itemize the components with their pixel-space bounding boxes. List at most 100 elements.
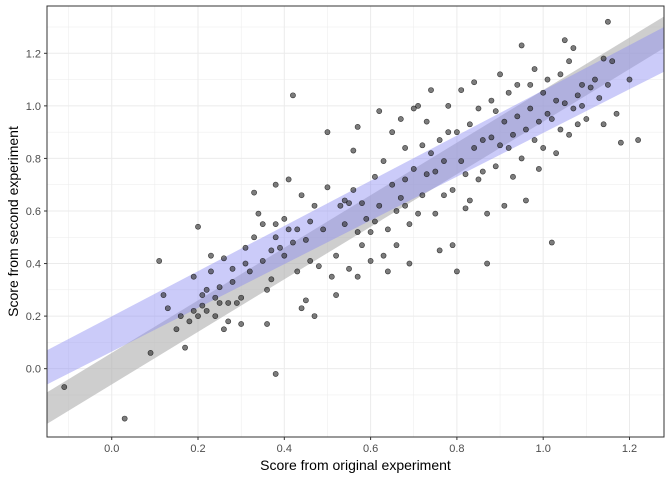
data-point: [471, 79, 478, 86]
data-point: [540, 89, 547, 96]
y-tick-label: 0.2: [26, 311, 41, 323]
data-point: [341, 221, 348, 228]
data-point: [164, 305, 171, 312]
data-point: [600, 55, 607, 62]
data-point: [190, 307, 197, 314]
data-point: [372, 218, 378, 225]
data-point: [397, 116, 404, 122]
data-point: [195, 313, 201, 320]
y-axis-ticks: 0.0 0.2 0.4 0.6 0.8 1.0 1.2: [26, 48, 47, 376]
data-point: [453, 268, 460, 275]
data-point: [462, 171, 469, 178]
data-point: [311, 313, 318, 320]
data-point: [354, 273, 361, 280]
data-point: [242, 260, 249, 267]
data-point: [242, 244, 249, 251]
x-tick-label: 1.0: [536, 443, 551, 455]
data-point: [346, 265, 352, 272]
data-point: [238, 294, 245, 301]
data-point: [432, 210, 439, 217]
data-point: [268, 276, 275, 283]
data-point: [570, 105, 577, 112]
data-point: [281, 215, 288, 222]
data-point: [367, 229, 374, 235]
data-point: [415, 210, 421, 217]
data-point: [605, 81, 611, 88]
data-point: [449, 187, 456, 193]
data-point: [393, 242, 400, 249]
data-point: [635, 137, 642, 143]
data-point: [203, 307, 210, 314]
data-point: [531, 137, 538, 143]
data-point: [354, 123, 361, 130]
data-point: [389, 181, 396, 188]
data-point: [462, 205, 469, 212]
data-point: [535, 166, 542, 172]
data-point: [514, 81, 521, 88]
data-point: [367, 258, 374, 264]
data-point: [497, 71, 503, 78]
data-point: [428, 150, 434, 157]
data-point: [182, 344, 188, 351]
data-point: [518, 42, 525, 49]
data-point: [359, 200, 365, 207]
data-point: [195, 223, 201, 230]
data-point: [548, 239, 555, 246]
data-point: [600, 121, 607, 128]
data-point: [285, 176, 292, 183]
data-point: [290, 92, 296, 99]
data-point: [376, 108, 383, 115]
data-point: [557, 71, 564, 78]
data-point: [579, 102, 585, 109]
data-point: [259, 258, 266, 264]
data-point: [475, 105, 482, 112]
data-point: [264, 286, 270, 293]
data-point: [544, 76, 551, 83]
x-axis-ticks: 0.0 0.2 0.4 0.6 0.8 1.0 1.2: [104, 437, 637, 455]
data-point: [453, 129, 460, 136]
data-point: [156, 258, 163, 264]
data-point: [212, 294, 219, 301]
data-point: [570, 45, 577, 51]
panel-border: [46, 5, 665, 438]
data-point: [233, 300, 240, 306]
x-axis-title: Score from original experiment: [260, 457, 451, 473]
data-point: [458, 158, 465, 164]
data-point: [510, 131, 516, 138]
data-point: [579, 81, 585, 88]
data-point: [294, 268, 301, 275]
data-point: [488, 97, 495, 104]
y-axis-title: Score from second experiment: [5, 126, 21, 317]
data-point: [402, 145, 409, 151]
y-tick-label: 0.8: [26, 153, 41, 165]
data-point: [428, 87, 434, 93]
data-point: [479, 137, 486, 143]
data-point: [419, 142, 426, 149]
data-point: [466, 197, 473, 204]
data-point: [548, 116, 555, 122]
data-point: [497, 142, 503, 149]
data-point: [505, 145, 512, 151]
data-point: [341, 197, 348, 204]
x-tick-label: 0.8: [449, 443, 464, 455]
identity-band: [47, 16, 664, 424]
data-point: [527, 81, 534, 88]
data-point: [544, 110, 551, 117]
data-point: [471, 145, 478, 151]
data-point: [479, 168, 486, 175]
data-point: [277, 244, 283, 251]
data-point: [518, 155, 525, 162]
x-tick-label: 0.2: [190, 443, 205, 455]
data-point: [441, 158, 447, 164]
data-point: [177, 313, 184, 320]
data-point: [251, 234, 258, 241]
data-point: [393, 208, 400, 214]
data-point: [449, 242, 456, 249]
data-point: [484, 210, 490, 217]
data-point: [272, 221, 279, 228]
data-point: [363, 215, 370, 222]
data-point: [574, 92, 581, 99]
data-point: [354, 229, 361, 235]
data-point: [208, 268, 214, 275]
data-point: [208, 252, 214, 259]
